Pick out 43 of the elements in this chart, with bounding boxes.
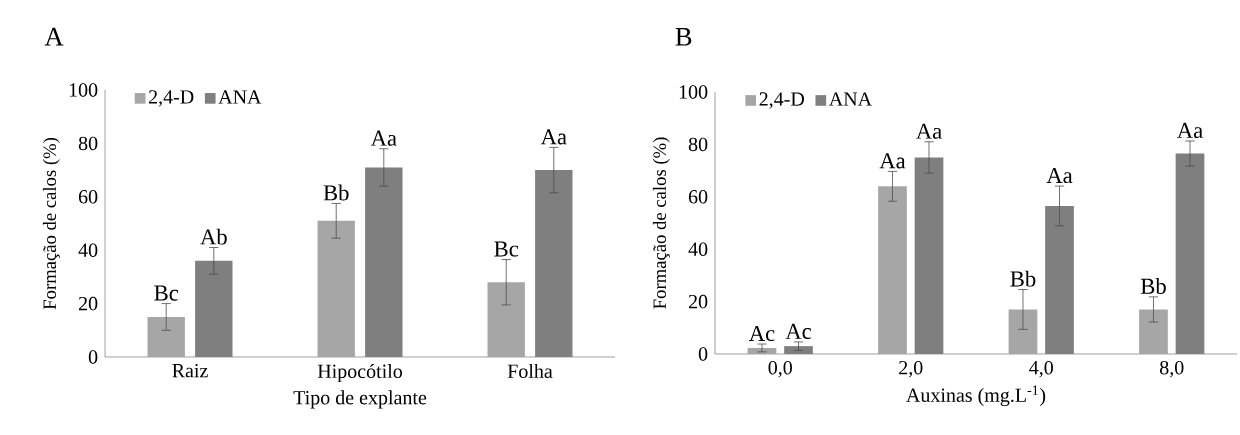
x-tick-label: Raiz bbox=[172, 363, 208, 378]
x-tick-label: 4,0 bbox=[1029, 360, 1053, 378]
y-tick-label: 100 bbox=[69, 83, 98, 97]
data-label: Ab bbox=[200, 228, 227, 245]
y-tick-label: 40 bbox=[688, 242, 708, 256]
data-label: Bb bbox=[1010, 270, 1036, 287]
x-tick-label: 2,0 bbox=[899, 360, 923, 378]
y-tick-label: 100 bbox=[679, 85, 708, 99]
data-label: Bc bbox=[494, 241, 519, 257]
legend-label: ANA bbox=[218, 90, 262, 104]
data-label: Aa bbox=[540, 129, 567, 145]
data-label: Bc bbox=[154, 285, 179, 301]
x-tick-label: Folha bbox=[507, 363, 553, 378]
y-tick-label: 80 bbox=[688, 137, 708, 152]
x-tick-label: 8,0 bbox=[1159, 360, 1184, 378]
y-tick-label: 0 bbox=[698, 347, 708, 361]
data-label: Bb bbox=[1140, 277, 1166, 294]
x-axis-title: Tipo de explante bbox=[293, 390, 427, 409]
y-axis-title: Formação de calos (%) bbox=[42, 138, 60, 310]
data-label: Aa bbox=[1177, 122, 1203, 139]
x-tick-label: Hipocótilo bbox=[317, 363, 403, 383]
y-tick-label: 80 bbox=[78, 136, 98, 151]
data-label: Ac bbox=[748, 325, 775, 342]
y-tick-label: 60 bbox=[78, 190, 98, 204]
data-label: Aa bbox=[916, 123, 942, 139]
legend-label: ANA bbox=[828, 92, 872, 106]
data-label: Aa bbox=[370, 130, 397, 146]
y-tick-label: 0 bbox=[88, 350, 98, 364]
data-label: Aa bbox=[879, 153, 906, 169]
chart-title: B bbox=[675, 28, 692, 46]
y-tick-label: 20 bbox=[688, 294, 708, 309]
legend-label: 2,4-D bbox=[148, 90, 194, 107]
chart-title: A bbox=[44, 27, 64, 46]
y-tick-label: 60 bbox=[688, 190, 708, 204]
legend-label: 2,4-D bbox=[759, 92, 804, 109]
y-axis-title: Formação de calos (%) bbox=[652, 137, 670, 309]
y-tick-label: 40 bbox=[78, 243, 98, 257]
y-tick-label: 20 bbox=[78, 296, 98, 311]
data-label: Bb bbox=[323, 184, 349, 201]
data-label: Ac bbox=[785, 323, 812, 340]
x-tick-label: 0,0 bbox=[768, 360, 792, 378]
x-axis-title: Auxinas (mg.L$^{-1}$) bbox=[906, 385, 1046, 407]
data-label: Aa bbox=[1046, 167, 1073, 184]
